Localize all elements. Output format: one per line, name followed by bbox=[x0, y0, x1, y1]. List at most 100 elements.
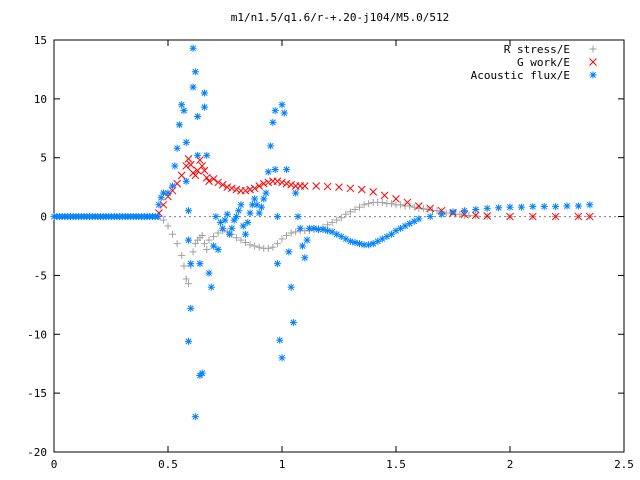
data-point bbox=[586, 201, 594, 209]
data-point bbox=[219, 224, 227, 232]
y-tick-label: -5 bbox=[34, 269, 47, 282]
data-point bbox=[495, 204, 503, 212]
data-point bbox=[196, 260, 204, 268]
data-point bbox=[198, 369, 206, 377]
data-point bbox=[528, 212, 537, 221]
data-point bbox=[300, 182, 309, 190]
data-point bbox=[214, 246, 222, 254]
data-point bbox=[585, 212, 594, 221]
data-point bbox=[285, 248, 293, 256]
data-point bbox=[406, 202, 414, 210]
data-point bbox=[433, 207, 441, 215]
data-point bbox=[552, 203, 560, 211]
y-tick-label: 15 bbox=[34, 34, 47, 47]
data-point bbox=[271, 165, 279, 173]
series-1 bbox=[155, 155, 594, 221]
data-point bbox=[392, 195, 400, 203]
data-point bbox=[189, 83, 197, 91]
data-point bbox=[251, 242, 259, 250]
data-point bbox=[472, 206, 480, 214]
data-point bbox=[563, 202, 571, 210]
data-point bbox=[255, 182, 264, 190]
data-point bbox=[269, 118, 277, 126]
data-point bbox=[186, 160, 195, 169]
data-point bbox=[337, 214, 345, 222]
data-point bbox=[232, 234, 240, 242]
data-point bbox=[246, 241, 254, 249]
data-point bbox=[191, 171, 200, 180]
data-point bbox=[303, 236, 311, 244]
data-point bbox=[456, 210, 464, 218]
data-point bbox=[237, 201, 245, 209]
data-point bbox=[287, 180, 295, 189]
data-point bbox=[360, 201, 368, 209]
data-point bbox=[200, 240, 208, 248]
data-point bbox=[314, 226, 322, 234]
data-point bbox=[180, 262, 188, 270]
data-point bbox=[227, 184, 236, 193]
data-point bbox=[180, 107, 188, 115]
data-point bbox=[182, 177, 190, 185]
data-point bbox=[323, 182, 332, 191]
data-point bbox=[392, 227, 400, 235]
data-point bbox=[465, 211, 473, 219]
legend-label: Acoustic flux/E bbox=[471, 69, 570, 82]
data-point bbox=[200, 166, 209, 175]
data-point bbox=[365, 241, 373, 249]
data-point bbox=[529, 203, 537, 211]
data-point bbox=[346, 208, 354, 216]
data-point bbox=[328, 228, 336, 236]
data-point bbox=[203, 151, 211, 159]
tick-group: 0 0.5 1 1.5 2 2.5 -20 -15 -10 -5 0 5 10 15 bbox=[27, 34, 634, 471]
data-point bbox=[232, 213, 240, 221]
data-point bbox=[239, 222, 247, 230]
data-point bbox=[294, 213, 302, 221]
data-point bbox=[259, 179, 268, 188]
data-point bbox=[205, 177, 213, 186]
data-point bbox=[351, 206, 359, 214]
data-point bbox=[251, 195, 259, 203]
data-point bbox=[173, 240, 181, 248]
data-point bbox=[214, 229, 222, 237]
data-point bbox=[235, 207, 243, 215]
data-point bbox=[178, 101, 186, 109]
data-point bbox=[264, 244, 272, 252]
data-point bbox=[483, 212, 492, 220]
plot-area bbox=[53, 39, 625, 453]
data-point bbox=[228, 224, 236, 232]
data-point bbox=[182, 162, 191, 170]
data-point bbox=[324, 227, 332, 235]
data-point bbox=[269, 243, 277, 251]
data-point bbox=[378, 198, 386, 206]
data-point bbox=[173, 144, 181, 152]
data-point bbox=[185, 236, 193, 244]
data-point bbox=[164, 189, 172, 197]
chart-title: m1/n1.5/q1.6/r-+.20-j104/M5.0/512 bbox=[231, 11, 450, 24]
data-point bbox=[460, 210, 469, 219]
x-tick-label: 1.5 bbox=[386, 458, 406, 471]
data-point bbox=[276, 336, 284, 344]
data-point bbox=[242, 238, 250, 246]
data-point bbox=[278, 235, 286, 243]
data-point bbox=[189, 248, 197, 256]
legend-marker bbox=[589, 45, 597, 53]
data-point bbox=[262, 189, 270, 197]
data-point bbox=[278, 101, 286, 109]
data-point bbox=[424, 206, 432, 214]
data-point bbox=[351, 238, 359, 246]
data-point bbox=[226, 230, 234, 238]
data-point bbox=[301, 254, 309, 262]
x-tick-label: 0.5 bbox=[158, 458, 178, 471]
data-point bbox=[257, 203, 265, 211]
data-point bbox=[296, 224, 304, 232]
series-2 bbox=[50, 44, 594, 421]
data-point bbox=[182, 138, 190, 146]
data-point bbox=[244, 218, 252, 226]
data-point bbox=[242, 230, 250, 238]
data-point bbox=[356, 240, 364, 248]
data-point bbox=[273, 177, 282, 186]
data-point bbox=[403, 198, 412, 207]
data-point bbox=[414, 202, 423, 210]
